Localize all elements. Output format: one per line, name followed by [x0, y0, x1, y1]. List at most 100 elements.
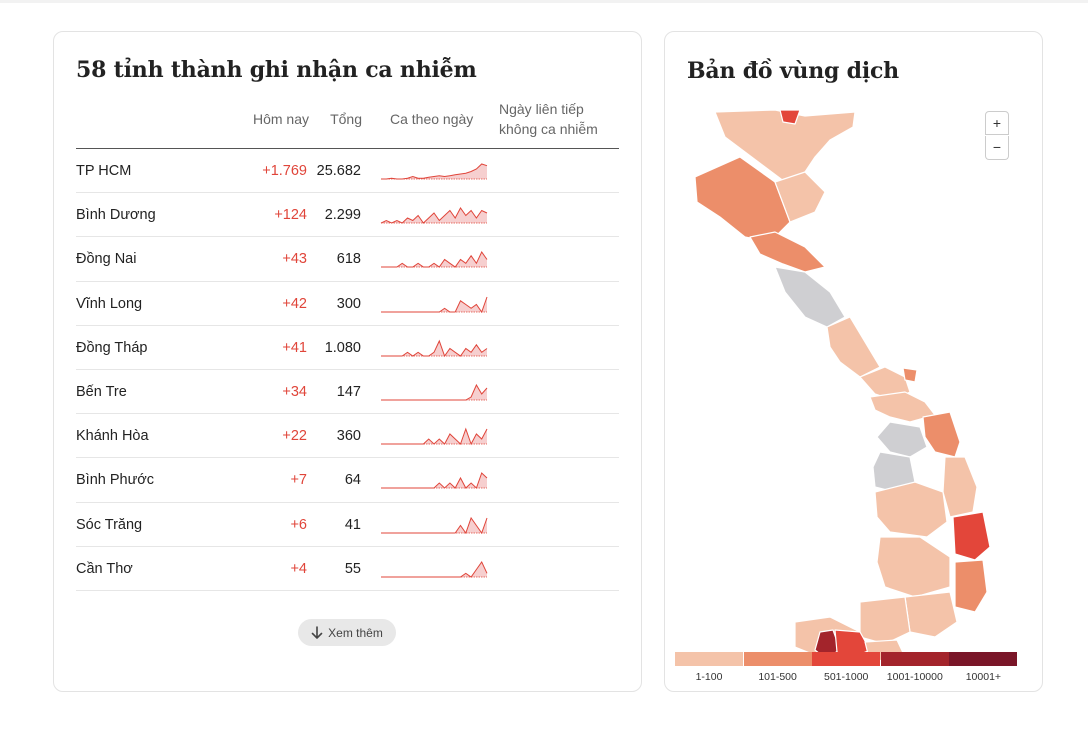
map-region-binh-dinh [942, 456, 978, 518]
sparkline-line [381, 296, 488, 313]
table-row[interactable]: Bình Dương +124 2.299 [76, 193, 619, 238]
table-row[interactable]: TP HCM +1.769 25.682 [76, 149, 619, 194]
sparkline-area [381, 252, 487, 268]
sparkline-area [381, 296, 487, 312]
sparkline-line [381, 427, 488, 446]
legend-swatch [812, 652, 881, 666]
daily-cases-sparkline [381, 560, 488, 578]
map-region-nghe-an [774, 266, 846, 328]
legend-item: 501-1000 [812, 652, 881, 683]
outbreak-map-title: Bản đồ vùng dịch [687, 58, 899, 84]
table-row[interactable]: Cần Thơ +4 55 [76, 547, 619, 591]
total-cases: 2.299 [324, 207, 361, 224]
legend-swatch [949, 652, 1018, 666]
sparkline-line [381, 516, 488, 534]
sparkline-line [381, 251, 488, 269]
map-region-central-highlands-north [876, 421, 928, 458]
province-cases-title: 58 tỉnh thành ghi nhận ca nhiễm [76, 57, 477, 83]
arrow-down-icon [311, 625, 323, 639]
daily-cases-sparkline [380, 207, 488, 224]
column-header-total[interactable]: Tổng [330, 111, 362, 127]
total-cases: 360 [336, 428, 361, 445]
sparkline-line [381, 472, 488, 490]
table-row[interactable]: Bình Phước +7 64 [76, 458, 619, 503]
table-row[interactable]: Khánh Hòa +22 360 [76, 414, 619, 459]
zoom-in-button[interactable]: + [985, 111, 1009, 135]
map-region-danang [902, 367, 918, 383]
legend-label: 1001-10000 [886, 671, 943, 683]
province-table-body: TP HCM +1.769 25.682 Bình Dương +124 2.299 Đồn… [76, 149, 619, 591]
legend-label: 501-1000 [824, 671, 869, 683]
daily-cases-sparkline [381, 296, 488, 313]
legend-swatch [743, 652, 812, 666]
show-more-label: Xem thêm [328, 625, 383, 640]
today-cases: +42 [282, 295, 307, 312]
province-name: Bình Phước [76, 472, 155, 489]
map-region-quang-binh [826, 316, 881, 378]
daily-cases-sparkline [381, 383, 488, 401]
today-cases: +124 [274, 207, 307, 224]
sparkline-area [381, 517, 487, 533]
table-row[interactable]: Đồng Nai +43 618 [76, 237, 619, 282]
daily-cases-sparkline [381, 251, 488, 269]
map-region-quang-nam [869, 391, 936, 423]
column-header-today[interactable]: Hôm nay [252, 111, 309, 127]
sparkline-area [381, 340, 487, 356]
province-name: Bình Dương [76, 207, 156, 224]
column-header-trend: Ca theo ngày [390, 111, 474, 127]
today-cases: +1.769 [262, 163, 307, 179]
daily-cases-sparkline [381, 339, 488, 357]
map-region-dak-lak [876, 536, 951, 598]
total-cases: 147 [336, 383, 361, 400]
vietnam-map[interactable] [665, 32, 1043, 692]
column-header-no-case-days-line2: không ca nhiễm [499, 121, 598, 137]
daily-cases-sparkline [381, 516, 488, 534]
map-region-dong-nam-bo [859, 596, 911, 645]
map-region-north-east [714, 109, 856, 183]
map-region-lam-dong [904, 591, 958, 638]
column-header-no-case-days[interactable]: Ngày liên tiếp không ca nhiễm [499, 99, 619, 139]
legend-item: 1-100 [675, 652, 743, 683]
map-region-quang-ngai [922, 411, 961, 458]
sparkline-area [381, 164, 487, 179]
sparkline-line [381, 560, 488, 578]
daily-cases-sparkline [381, 427, 488, 446]
table-row[interactable]: Sóc Trăng +6 41 [76, 503, 619, 547]
legend-label: 101-500 [758, 671, 797, 683]
province-name: Đồng Tháp [76, 339, 148, 356]
province-name: Khánh Hòa [76, 428, 149, 445]
top-divider [0, 0, 1088, 3]
map-region-gia-lai [874, 481, 948, 538]
daily-cases-sparkline [381, 472, 488, 490]
total-cases: 64 [344, 472, 361, 489]
legend-item: 101-500 [743, 652, 812, 683]
sparkline-area [381, 561, 487, 577]
daily-cases-sparkline [381, 163, 488, 180]
sparkline-area [381, 208, 487, 224]
sparkline-line [381, 383, 488, 401]
show-more-button[interactable]: Xem thêm [298, 619, 396, 646]
total-cases: 25.682 [316, 163, 361, 179]
map-region-red-river [774, 171, 826, 223]
sparkline-line [380, 207, 488, 224]
today-cases: +7 [290, 472, 307, 489]
today-cases: +34 [282, 383, 307, 400]
zoom-out-button[interactable]: − [985, 136, 1009, 160]
map-region-ninh-thuan [954, 559, 988, 613]
today-cases: +4 [290, 560, 307, 577]
map-region-khanh-hoa [952, 511, 991, 561]
total-cases: 55 [344, 560, 361, 577]
today-cases: +22 [282, 428, 307, 445]
sparkline-line [381, 339, 488, 357]
table-row[interactable]: Bến Tre +34 147 [76, 370, 619, 415]
today-cases: +43 [282, 251, 307, 268]
province-name: Bến Tre [76, 383, 127, 400]
sparkline-line [381, 163, 488, 180]
table-row[interactable]: Vĩnh Long +42 300 [76, 282, 619, 326]
table-row[interactable]: Đồng Tháp +41 1.080 [76, 326, 619, 370]
legend-swatch [880, 652, 949, 666]
province-name: Đồng Nai [76, 251, 137, 268]
legend-label: 10001+ [965, 671, 1002, 683]
legend-swatch [675, 652, 743, 666]
today-cases: +6 [290, 516, 307, 533]
